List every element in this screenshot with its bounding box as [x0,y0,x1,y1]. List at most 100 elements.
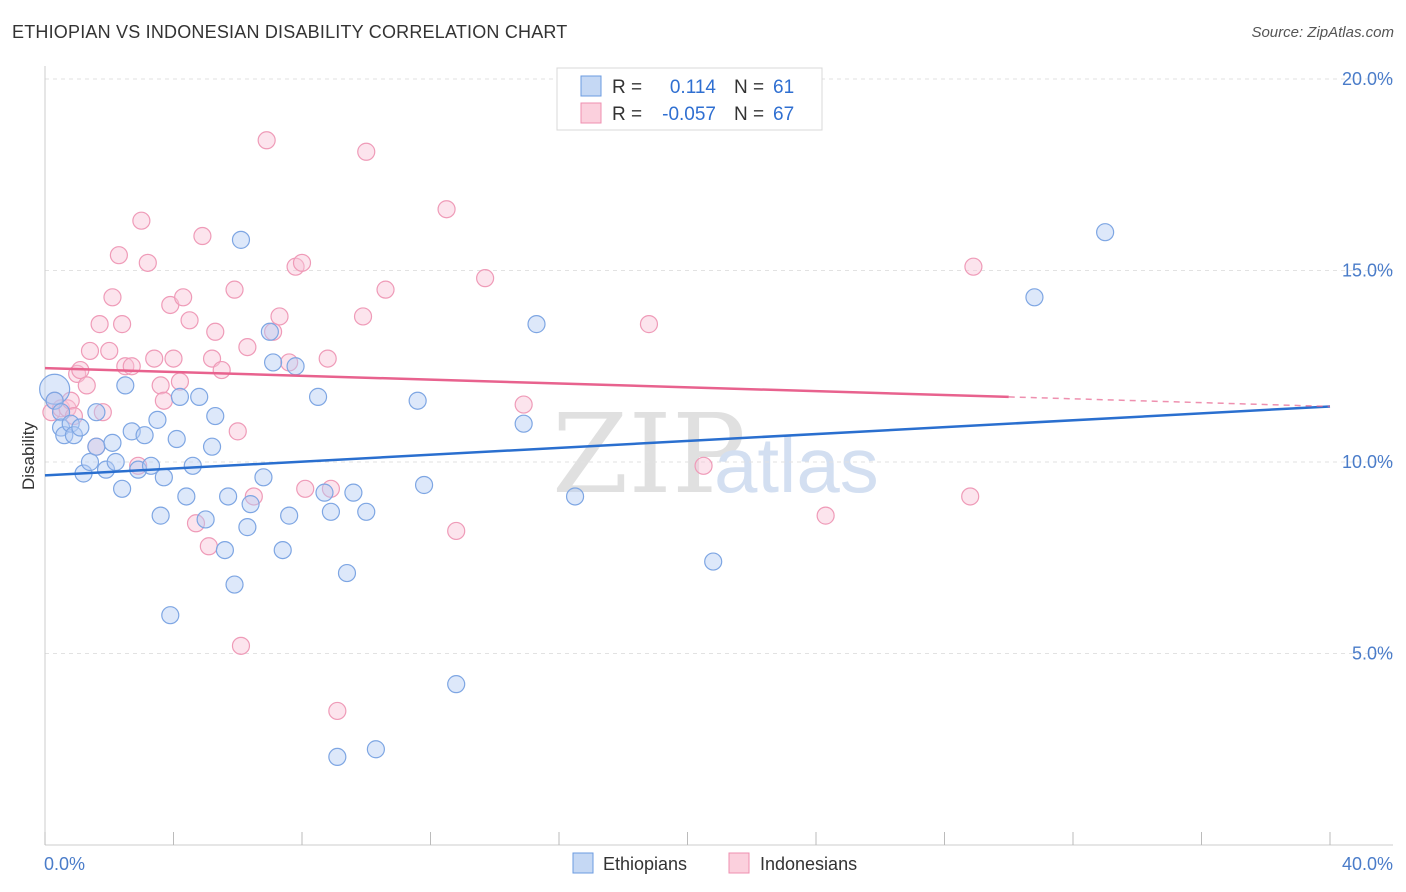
ethiopians-point [61,414,80,433]
indonesians-trend-line [44,366,1009,399]
indonesians-point [138,253,157,272]
indonesians-point [514,395,533,414]
ethiopians-point [225,575,244,594]
indonesians-point [328,701,347,721]
indonesians-point [270,307,289,326]
ethiopians-point [183,456,202,475]
ethiopians-point [103,433,122,452]
ethiopians-point [260,322,279,341]
chart-title: ETHIOPIAN VS INDONESIAN DISABILITY CORRE… [12,22,568,42]
ethiopians-point [202,437,222,456]
legend-indonesians-label: Indonesians [760,854,857,874]
legend-ethiopians-swatch [572,852,594,874]
indonesians-point [100,341,119,361]
series-legend: Ethiopians Indonesians [572,852,857,874]
indonesians-point [225,280,244,299]
y-tick-label: 20.0% [1342,69,1393,89]
ethiopians-point [190,387,209,406]
ethiopians-point [704,552,723,571]
indonesians-point [964,257,983,276]
ethiopians-r-label: R = [612,77,642,98]
y-tick-labels: 5.0% 10.0% 15.0% 20.0% [1342,69,1393,664]
ethiopians-point [177,487,196,506]
indonesians-point [437,200,456,219]
legend-indonesians-swatch [728,852,750,874]
indonesians-point [357,142,376,161]
ethiopians-point [161,606,180,625]
source-label: Source: ZipAtlas.com [1251,24,1394,41]
ethiopians-point [315,483,334,502]
indonesians-point [186,514,206,533]
indonesians-point [228,422,247,441]
ethiopians-point [263,353,283,372]
indonesians-point [961,487,980,506]
indonesians-point [292,253,312,272]
indonesians-point [103,288,122,307]
indonesians-n-label: N = [734,104,764,125]
ethiopians-point [148,410,167,429]
ethiopians-point [414,475,434,495]
ethiopians-point [154,468,173,487]
ethiopians-point [408,391,427,410]
ethiopians-point [170,387,190,406]
indonesians-n-value: 67 [773,104,794,125]
stats-legend: R = 0.114 N = 61 R = -0.057 N = 67 [556,67,823,131]
indonesians-point [199,537,218,556]
indonesians-point [231,636,251,655]
indonesians-point [164,349,183,368]
indonesians-point [193,226,212,246]
indonesians-point [151,376,170,395]
indonesians-point [257,131,276,150]
trend-lines [44,366,1331,477]
ethiopians-point [151,506,170,525]
y-axis-label: Disability [19,421,38,490]
ethiopians-point [328,747,347,767]
indonesians-point [639,315,659,334]
indonesians-point [447,521,466,541]
indonesians-point [816,506,835,525]
ethiopians-point [135,426,154,445]
indonesians-points [42,131,983,721]
indonesians-point [318,349,337,368]
ethiopians-point [71,418,90,437]
ethiopians-point [215,540,234,560]
ethiopians-point [219,487,238,506]
indonesians-point [109,246,128,265]
indonesians-trend-extension [1008,396,1331,408]
ethiopians-n-label: N = [734,77,764,98]
indonesians-point [238,338,257,357]
ethiopians-point [286,357,305,376]
legend-ethiopians-label: Ethiopians [603,854,687,874]
indonesians-point [694,456,713,475]
indonesians-point [90,315,109,334]
indonesians-point [77,376,96,395]
ethiopians-point [206,406,225,426]
y-tick-label: 10.0% [1342,452,1393,472]
ethiopians-point [238,518,257,537]
watermark: ZIP atlas [552,390,879,518]
indonesians-point [170,372,190,391]
indonesians-point [154,391,173,410]
ethiopians-point [366,740,385,759]
indonesians-point [145,349,164,368]
indonesians-point [122,357,141,376]
x-tick-label-max: 40.0% [1342,854,1393,874]
ethiopians-point [167,429,186,449]
indonesians-r-value: -0.057 [662,104,716,125]
ethiopians-point [112,479,132,498]
ethiopians-point [565,487,585,506]
ethiopians-point [96,460,116,479]
ethiopians-points [39,223,1115,767]
ethiopians-point [527,315,546,334]
indonesians-point [212,360,231,380]
ethiopians-point [344,483,363,502]
y-tick-label: 5.0% [1352,644,1393,664]
indonesians-point [93,403,112,422]
indonesians-point [132,211,151,230]
indonesians-point [353,307,373,326]
x-tick-label-min: 0.0% [44,854,85,874]
ethiopians-point [447,675,466,694]
ethiopians-point [280,506,299,525]
ethiopians-trend-line [44,405,1331,477]
